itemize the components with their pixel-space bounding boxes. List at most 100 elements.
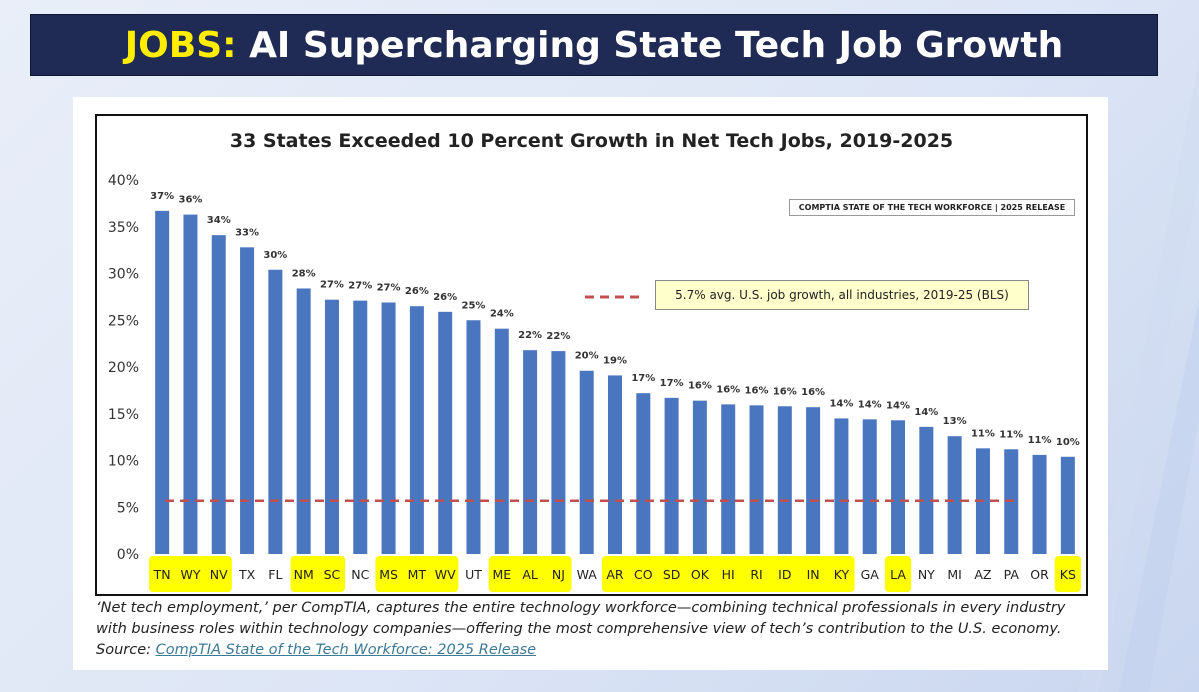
y-tick-label: 20%: [108, 360, 139, 376]
data-label: 27%: [348, 281, 372, 292]
bar: [409, 306, 424, 554]
x-tick-label: NV: [210, 567, 228, 582]
bar: [183, 214, 198, 554]
bar: [523, 350, 538, 554]
data-label: 20%: [575, 351, 599, 362]
x-tick-label: KS: [1060, 567, 1076, 582]
bar: [494, 328, 509, 554]
bar: [806, 407, 821, 554]
x-tick-label: GA: [861, 567, 880, 582]
bar: [324, 299, 339, 554]
x-tick-label: IN: [807, 567, 820, 582]
bar: [749, 405, 764, 554]
x-tick-label: NM: [294, 567, 314, 582]
bar: [381, 302, 396, 554]
highlight-box: [884, 556, 912, 592]
data-label: 19%: [603, 355, 627, 366]
bar: [834, 418, 849, 554]
x-tick-label: ME: [492, 567, 511, 582]
footnote: ‘Net tech employment,’ per CompTIA, capt…: [96, 598, 1086, 661]
bar: [862, 419, 877, 554]
bar: [777, 406, 792, 554]
x-tick-label: AZ: [974, 567, 991, 582]
data-label: 16%: [688, 381, 712, 392]
data-label: 34%: [207, 215, 231, 226]
x-tick-label: UT: [465, 567, 482, 582]
source-badge: COMPTIA STATE OF THE TECH WORKFORCE | 20…: [789, 199, 1075, 216]
source-link[interactable]: CompTIA State of the Tech Workforce: 202…: [155, 642, 537, 658]
headline-label: JOBS:: [124, 24, 237, 66]
y-tick-label: 10%: [108, 454, 139, 470]
data-label: 26%: [433, 292, 457, 303]
bar: [636, 393, 651, 554]
data-label: 30%: [263, 250, 287, 261]
background-stripes: [1079, 60, 1199, 692]
highlight-box: [1054, 556, 1081, 592]
y-tick-label: 15%: [108, 407, 139, 423]
x-tick-label: WV: [435, 567, 456, 582]
data-label: 11%: [999, 429, 1023, 440]
x-tick-label: NJ: [552, 567, 565, 582]
bar: [466, 320, 481, 554]
data-label: 11%: [971, 428, 995, 439]
bar: [211, 235, 226, 555]
x-tick-label: AR: [606, 567, 624, 582]
y-tick-label: 25%: [108, 313, 139, 329]
bar: [947, 436, 962, 554]
x-tick-label: RI: [750, 567, 762, 582]
x-tick-label: SC: [324, 567, 341, 582]
x-tick-label: AL: [522, 567, 538, 582]
x-tick-label: MS: [379, 567, 398, 582]
x-tick-label: NY: [918, 567, 935, 582]
x-tick-label: OR: [1030, 567, 1049, 582]
data-label: 28%: [292, 268, 316, 279]
bar: [891, 420, 906, 554]
bar: [155, 210, 170, 555]
data-label: 11%: [1028, 435, 1052, 446]
headline-banner: JOBS: AI Supercharging State Tech Job Gr…: [30, 14, 1158, 76]
bar: [1032, 454, 1047, 554]
bar: [296, 288, 311, 554]
bar: [664, 397, 679, 554]
bar: [353, 300, 368, 554]
data-label: 22%: [518, 330, 542, 341]
y-tick-label: 30%: [108, 267, 139, 283]
data-label: 16%: [773, 386, 797, 397]
data-label: 36%: [178, 195, 202, 206]
y-tick-label: 0%: [117, 547, 139, 563]
highlight-box: [149, 556, 232, 592]
headline: JOBS: AI Supercharging State Tech Job Gr…: [125, 25, 1064, 66]
data-label: 17%: [631, 373, 655, 384]
data-label: 25%: [462, 300, 486, 311]
x-tick-label: TX: [238, 567, 256, 582]
data-label: 24%: [490, 309, 514, 320]
x-tick-label: WA: [577, 567, 598, 582]
bar: [438, 311, 453, 554]
data-label: 14%: [886, 400, 910, 411]
data-label: 17%: [660, 378, 684, 389]
x-tick-label: HI: [722, 567, 735, 582]
reference-callout: 5.7% avg. U.S. job growth, all industrie…: [655, 280, 1029, 310]
footnote-text: ‘Net tech employment,’ per CompTIA, capt…: [96, 600, 1066, 658]
x-tick-label: ID: [778, 567, 791, 582]
highlight-box: [488, 556, 572, 592]
x-tick-label: MT: [408, 567, 427, 582]
x-tick-label: PA: [1004, 567, 1020, 582]
highlight-box: [290, 556, 346, 592]
highlight-box: [375, 556, 459, 592]
x-tick-label: NC: [351, 567, 369, 582]
x-tick-label: WY: [180, 567, 200, 582]
x-tick-label: FL: [268, 567, 282, 582]
chart-title: 33 States Exceeded 10 Percent Growth in …: [229, 130, 954, 152]
x-tick-label: OK: [691, 567, 710, 582]
x-tick-label: SD: [663, 567, 681, 582]
data-label: 33%: [235, 227, 259, 238]
y-tick-label: 5%: [117, 500, 139, 516]
data-label: 27%: [377, 282, 401, 293]
bar: [721, 404, 736, 554]
bar: [608, 375, 622, 554]
data-label: 16%: [716, 384, 740, 395]
bar: [692, 400, 707, 554]
x-tick-label: TN: [153, 567, 171, 582]
